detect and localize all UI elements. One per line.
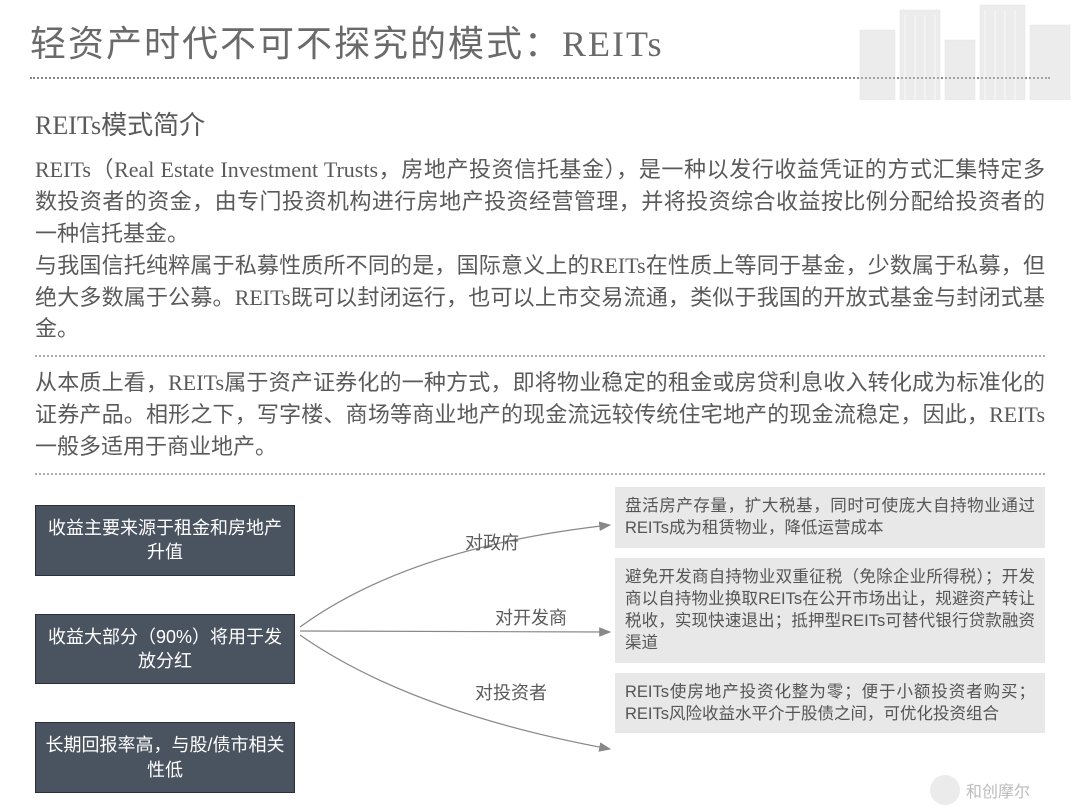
left-feature-boxes: 收益主要来源于租金和房地产升值 收益大部分（90%）将用于发放分红 长期回报率高… [35,505,295,793]
right-benefit-boxes: 盘活房产存量，扩大税基，同时可使庞大自持物业通过REITs成为租赁物业，降低运营… [615,487,1045,733]
arrow-label-inv: 对投资者 [475,679,547,705]
feature-box-1: 收益主要来源于租金和房地产升值 [35,505,295,576]
feature-box-3: 长期回报率高，与股/债市相关性低 [35,722,295,793]
building-decoration [850,0,1080,100]
feature-box-2: 收益大部分（90%）将用于发放分红 [35,614,295,685]
watermark-icon [930,775,960,805]
diagram-arrows [290,487,620,792]
watermark-text: 和创摩尔 [966,778,1030,802]
paragraph-3: 从本质上看，REITs属于资产证券化的一种方式，即将物业稳定的租金或房贷利息收入… [35,367,1045,463]
benefit-box-dev: 避免开发商自持物业双重征税（免除企业所得税）；开发商以自持物业换取REITs在公… [615,558,1045,663]
benefit-box-gov: 盘活房产存量，扩大税基，同时可使庞大自持物业通过REITs成为租赁物业，降低运营… [615,487,1045,548]
arrow-label-dev: 对开发商 [495,604,567,630]
content-area: REITs模式简介 REITs（Real Estate Investment T… [0,90,1080,792]
slide-header: 轻资产时代不可不探究的模式：REITs [0,0,1080,90]
reits-diagram: 收益主要来源于租金和房地产升值 收益大部分（90%）将用于发放分红 长期回报率高… [35,487,1045,792]
separator-2 [35,473,1045,475]
watermark: 和创摩尔 [930,775,1030,805]
section-subtitle: REITs模式简介 [35,105,1045,142]
paragraph-1: REITs（Real Estate Investment Trusts，房地产投… [35,154,1045,250]
separator-1 [35,355,1045,357]
arrow-label-gov: 对政府 [465,529,519,555]
benefit-box-inv: REITs使房地产投资化整为零；便于小额投资者购买；REITs风险收益水平介于股… [615,673,1045,734]
paragraph-2: 与我国信托纯粹属于私募性质所不同的是，国际意义上的REITs在性质上等同于基金，… [35,250,1045,346]
